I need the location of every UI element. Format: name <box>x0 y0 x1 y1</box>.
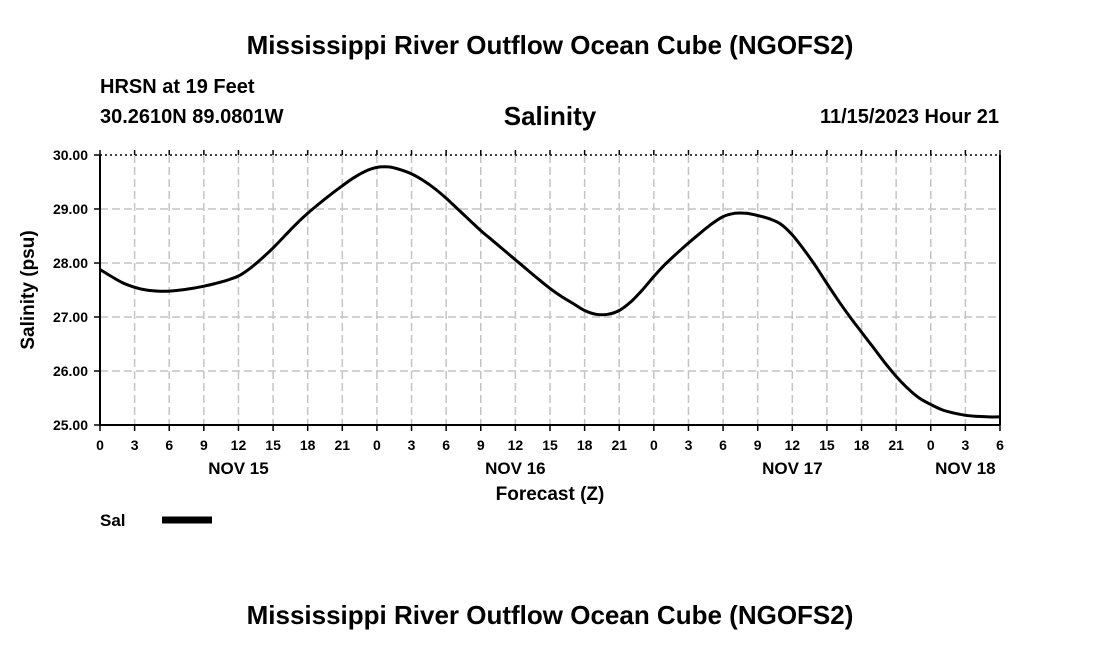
day-label: NOV 18 <box>935 459 995 478</box>
x-tick-label: 0 <box>650 437 658 453</box>
x-tick-label: 9 <box>754 437 762 453</box>
x-tick-label: 21 <box>335 437 351 453</box>
y-tick-label: 28.00 <box>53 255 88 271</box>
x-tick-label: 3 <box>685 437 693 453</box>
x-tick-label: 9 <box>477 437 485 453</box>
x-tick-label: 15 <box>265 437 281 453</box>
axis-labels: 25.00 26.00 27.00 28.00 29.00 30.00 0 3 6 9 12 15 18… <box>18 147 1004 505</box>
x-tick-label: 6 <box>996 437 1004 453</box>
x-tick-label: 21 <box>611 437 627 453</box>
x-tick-label: 9 <box>200 437 208 453</box>
x-tick-label: 0 <box>96 437 104 453</box>
x-tick-label: 15 <box>819 437 835 453</box>
chart-title: Salinity <box>503 101 597 131</box>
x-tick-label: 0 <box>927 437 935 453</box>
x-tick-label: 18 <box>854 437 870 453</box>
x-tick-label: 21 <box>888 437 904 453</box>
y-tick-label: 30.00 <box>53 147 88 163</box>
day-label: NOV 16 <box>485 459 545 478</box>
day-label: NOV 17 <box>762 459 822 478</box>
x-tick-label: 12 <box>508 437 524 453</box>
x-tick-label: 15 <box>542 437 558 453</box>
x-tick-label: 18 <box>300 437 316 453</box>
y-tick-label: 29.00 <box>53 201 88 217</box>
axes <box>94 150 1001 431</box>
y-tick-label: 26.00 <box>53 363 88 379</box>
x-tick-label: 0 <box>373 437 381 453</box>
y-tick-label: 27.00 <box>53 309 88 325</box>
x-axis-title: Forecast (Z) <box>496 484 605 505</box>
x-tick-label: 6 <box>165 437 173 453</box>
footer-title: Mississippi River Outflow Ocean Cube (NG… <box>246 600 854 630</box>
y-tick-label: 25.00 <box>53 417 88 433</box>
x-tick-label: 3 <box>408 437 416 453</box>
day-label: NOV 15 <box>208 459 268 478</box>
coordinates-label: 30.2610N 89.0801W <box>100 106 284 128</box>
legend-label: Sal <box>100 511 126 530</box>
page-title: Mississippi River Outflow Ocean Cube (NG… <box>246 30 854 60</box>
x-tick-label: 6 <box>442 437 450 453</box>
series-layer <box>99 165 1001 419</box>
x-tick-label: 12 <box>785 437 801 453</box>
x-tick-label: 12 <box>231 437 247 453</box>
forecast-date-label: 11/15/2023 Hour 21 <box>819 106 999 128</box>
station-label: HRSN at 19 Feet <box>100 76 255 98</box>
series-line-sal <box>99 165 1001 419</box>
legend: Sal <box>100 511 212 530</box>
x-tick-label: 6 <box>719 437 727 453</box>
x-tick-label: 3 <box>961 437 969 453</box>
x-tick-label: 3 <box>131 437 139 453</box>
x-tick-label: 18 <box>577 437 593 453</box>
y-axis-title: Salinity (psu) <box>18 230 39 349</box>
